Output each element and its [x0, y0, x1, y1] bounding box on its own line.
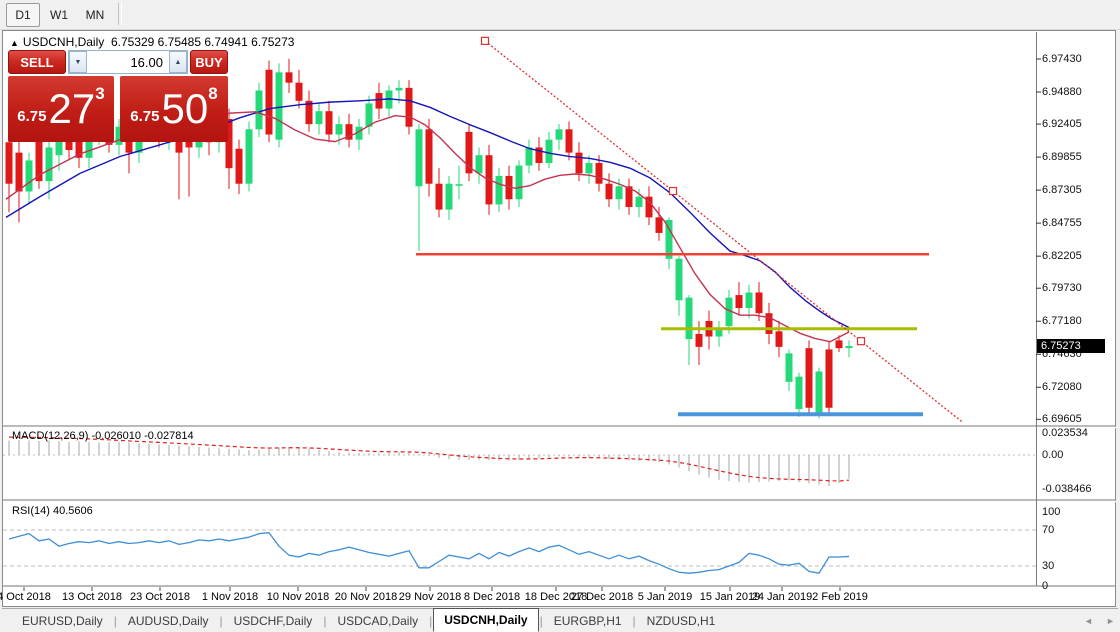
chart-tab-nzdusd[interactable]: NZDUSD,H1	[646, 613, 716, 628]
sell-price-base: 6.75	[17, 107, 47, 125]
price-axis-label: 6.92405	[1042, 117, 1082, 130]
current-price-tag: 6.75273	[1037, 338, 1105, 353]
date-axis-label: 18 Dec 2018	[524, 591, 588, 603]
date-axis-label: 23 Oct 2018	[130, 591, 190, 603]
buy-price-box[interactable]: 6.75 50 8	[120, 76, 228, 142]
chart-title: ▲ USDCNH,Daily 6.75329 6.75485 6.74941 6.…	[10, 35, 294, 49]
date-axis-label: 5 Jan 2019	[637, 591, 693, 603]
date-axis-label: 29 Nov 2018	[398, 591, 462, 603]
volume-spinner: ▼ ▲	[68, 50, 188, 74]
volume-input[interactable]	[87, 51, 169, 73]
tab-separator: |	[429, 613, 433, 628]
date-axis-label: 27 Dec 2018	[570, 591, 634, 603]
chart-tab-eurgbp[interactable]: EURGBP,H1	[553, 613, 622, 628]
date-axis-label: 2 Feb 2019	[812, 591, 868, 603]
buy-price-base: 6.75	[130, 107, 160, 125]
chart-tab-usdcad[interactable]: USDCAD,Daily	[337, 613, 419, 628]
chart-tab-eurusd[interactable]: EURUSD,Daily	[22, 613, 103, 628]
tab-separator: |	[323, 613, 327, 628]
timeframe-button-mn[interactable]: MN	[85, 8, 105, 22]
sell-price-box[interactable]: 6.75 27 3	[8, 76, 114, 142]
price-axis-label: 6.97430	[1042, 52, 1082, 65]
rsi-axis-label: 0	[1042, 579, 1049, 592]
volume-increase-button[interactable]: ▲	[169, 51, 187, 73]
collapse-triangle-icon[interactable]: ▲	[10, 38, 19, 48]
price-axis-label: 6.77180	[1042, 314, 1082, 327]
chart-tab-bar: EURUSD,Daily | AUDUSD,Daily | USDCHF,Daily | U…	[2, 607, 1118, 632]
timeframe-toolbar: D1 W1 MN	[0, 0, 1120, 30]
tab-separator: |	[113, 613, 117, 628]
chart-tab-audusd[interactable]: AUDUSD,Daily	[127, 613, 209, 628]
rsi-axis-label: 70	[1042, 523, 1055, 536]
tab-scroll-left-icon[interactable]: ◄	[1084, 616, 1093, 626]
timeframe-button-d1[interactable]: D1	[6, 3, 40, 27]
chart-tab-usdchf[interactable]: USDCHF,Daily	[233, 613, 313, 628]
chart-tab-usdcnh[interactable]: USDCNH,Daily	[433, 607, 539, 632]
date-axis-label: 24 Jan 2019	[751, 591, 813, 603]
sell-price-big: 27	[48, 85, 96, 132]
buy-button[interactable]: BUY	[190, 50, 228, 74]
one-click-trading-panel: SELL ▼ ▲ BUY 6.75 27 3 6.75 50 8	[8, 50, 228, 143]
price-axis-label: 6.84755	[1042, 216, 1082, 229]
tab-separator: |	[632, 613, 636, 628]
price-axis-label: 6.87305	[1042, 183, 1082, 196]
timeframe-button-w1[interactable]: W1	[50, 8, 68, 22]
date-axis-label: 1 Nov 2018	[201, 591, 259, 603]
price-axis-label: 6.69605	[1042, 412, 1082, 425]
date-axis-label: 20 Nov 2018	[334, 591, 398, 603]
macd-label: MACD(12,26,9) -0.026010 -0.027814	[12, 430, 194, 442]
price-axis-label: 6.72080	[1042, 380, 1082, 393]
macd-axis-label: 0.00	[1042, 448, 1064, 461]
price-axis-label: 6.79730	[1042, 281, 1082, 294]
macd-axis-label: 0.023534	[1042, 427, 1088, 440]
rsi-axis-label: 30	[1042, 559, 1055, 572]
price-axis-label: 6.89855	[1042, 150, 1082, 163]
buy-price-sup: 8	[208, 84, 218, 103]
rsi-label: RSI(14) 40.5606	[12, 505, 93, 517]
tab-separator: |	[539, 613, 543, 628]
trade-controls-row: SELL ▼ ▲ BUY	[8, 50, 228, 75]
toolbar-separator	[118, 3, 122, 25]
date-axis-label: 10 Nov 2018	[266, 591, 330, 603]
sell-button[interactable]: SELL	[8, 50, 66, 74]
date-axis-label: 15 Jan 2019	[699, 591, 761, 603]
price-axis-label: 6.94880	[1042, 85, 1082, 98]
date-axis-label: 13 Oct 2018	[62, 591, 122, 603]
date-axis-label: 8 Dec 2018	[463, 591, 521, 603]
tab-separator: |	[219, 613, 223, 628]
ohlc-values: 6.75329 6.75485 6.74941 6.75273	[110, 35, 295, 49]
volume-decrease-button[interactable]: ▼	[69, 51, 87, 73]
date-axis-label: 4 Oct 2018	[0, 591, 51, 603]
sell-price-sup: 3	[95, 84, 105, 103]
macd-axis-label: -0.038466	[1042, 483, 1092, 496]
symbol-label: USDCNH,Daily	[22, 35, 105, 49]
rsi-axis-label: 100	[1042, 505, 1061, 518]
buy-price-big: 50	[161, 85, 209, 132]
price-axis-label: 6.82205	[1042, 249, 1082, 262]
tab-scroll-right-icon[interactable]: ►	[1106, 616, 1115, 626]
